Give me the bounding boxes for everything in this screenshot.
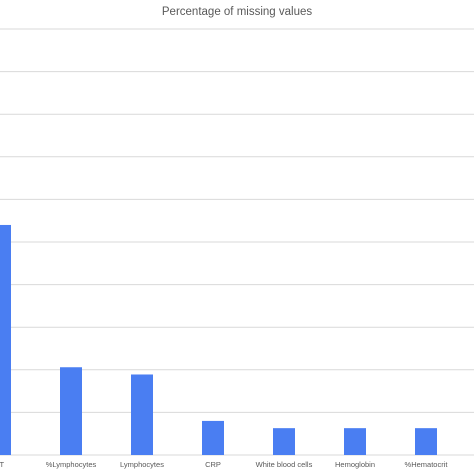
- chart-title: Percentage of missing values: [162, 6, 312, 18]
- x-tick-label: LT: [0, 460, 5, 469]
- x-tick-labels: LT %Lymphocytes Lymphocytes CRP White blood …: [0, 460, 449, 469]
- bar: [60, 367, 82, 455]
- bar: [131, 374, 153, 455]
- bar: [273, 428, 295, 455]
- x-tick-label: White blood cells: [256, 460, 313, 469]
- x-tick-label: %Hematocrit: [405, 460, 449, 469]
- x-tick-label: %Lymphocytes: [46, 460, 97, 469]
- bar: [415, 428, 437, 455]
- x-tick-label: Lymphocytes: [120, 460, 164, 469]
- bar: [344, 428, 366, 455]
- bar: [202, 420, 224, 455]
- x-tick-label: Hemoglobin: [335, 460, 375, 469]
- bars: [0, 224, 437, 455]
- x-tick-label: CRP: [205, 460, 221, 469]
- bar: [0, 224, 11, 455]
